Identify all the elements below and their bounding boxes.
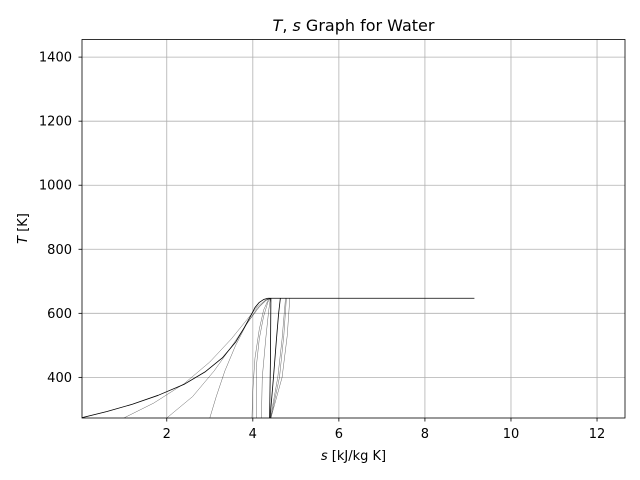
x-tick-label: 8 — [421, 427, 429, 442]
curves — [82, 297, 475, 418]
series-line-10 — [270, 298, 287, 418]
series-line-6 — [261, 298, 271, 418]
grid — [82, 39, 625, 418]
x-tick-label: 4 — [249, 427, 257, 442]
series-line-8 — [269, 298, 281, 418]
series-line-0 — [82, 297, 271, 418]
y-tick-label: 1400 — [39, 51, 72, 66]
x-tick-label: 6 — [335, 427, 343, 442]
x-axis-label: s [kJ/kg K] — [321, 449, 386, 464]
series-line-5 — [256, 298, 271, 418]
y-tick-label: 800 — [47, 243, 72, 258]
y-tick-label: 600 — [47, 307, 72, 322]
y-axis-label: T [K] — [16, 213, 31, 244]
x-tick-label: 10 — [503, 427, 520, 442]
series-line-1 — [123, 298, 271, 418]
y-tick-label: 1200 — [39, 115, 72, 130]
ticks: 2 4 6 8 10 12 400 600 800 1000 1200 1400 — [39, 51, 605, 442]
x-tick-label: 2 — [163, 427, 171, 442]
series-line-4 — [251, 298, 271, 418]
plot-frame — [81, 39, 626, 419]
series-line-3 — [209, 298, 271, 418]
x-tick-label: 12 — [589, 427, 606, 442]
y-tick-label: 1000 — [39, 179, 72, 194]
y-tick-label: 400 — [47, 371, 72, 386]
series-line-7 — [269, 298, 272, 418]
series-line-9 — [270, 298, 286, 418]
chart-title: T, s Graph for Water — [273, 16, 435, 35]
series-line-11 — [270, 298, 290, 418]
